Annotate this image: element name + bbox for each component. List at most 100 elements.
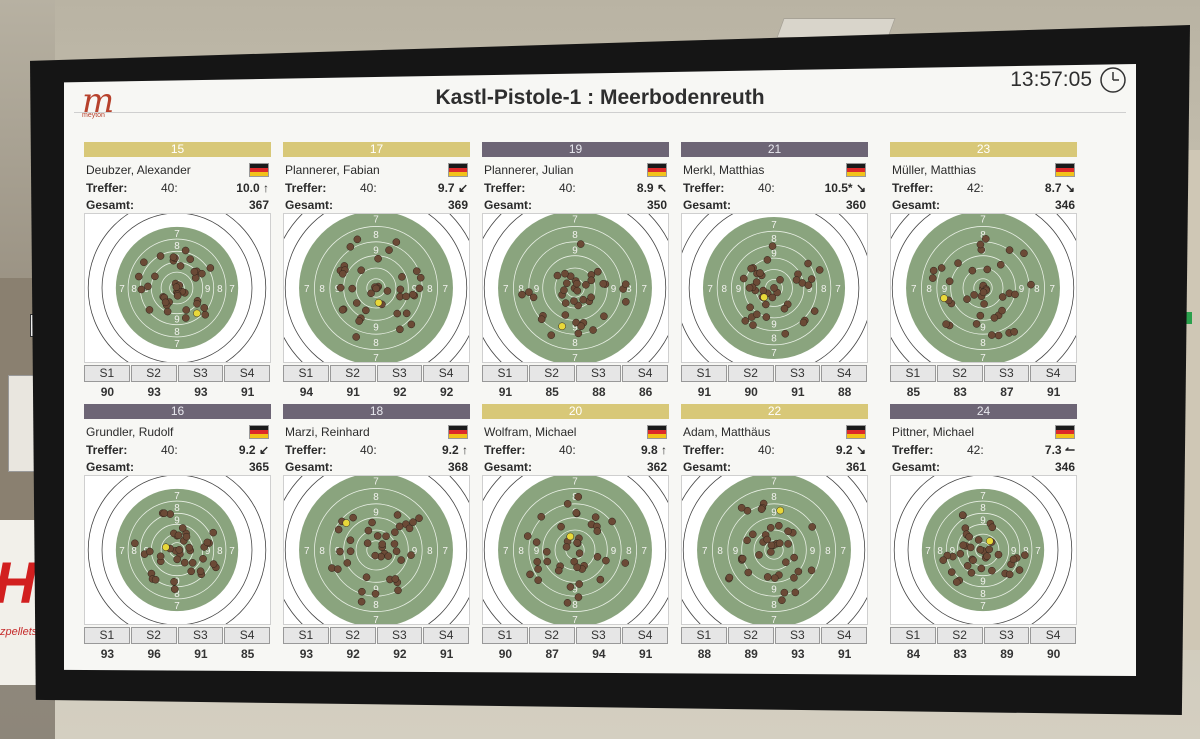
ring-number: 8 [771, 600, 777, 611]
shot-hole [395, 522, 404, 531]
series-value: 90 [498, 647, 513, 661]
series-label[interactable]: S2 [528, 365, 575, 382]
series-label[interactable]: S1 [681, 365, 727, 382]
series-value: 86 [638, 385, 653, 399]
series-value: 93 [194, 385, 208, 399]
shot-hole [1021, 551, 1029, 559]
series-label[interactable]: S3 [575, 627, 622, 644]
shooter-card[interactable]: 19 Plannerer, Julian Treffer: 40: 8.9 ↖ Gesam… [482, 142, 669, 400]
shooter-card[interactable]: 22 Adam, Matthäus Treffer: 40: 9.2 ↘ Gesamt: 3… [681, 404, 868, 662]
shot-count: 40: [360, 443, 377, 457]
shooter-card[interactable]: 16 Grundler, Rudolf Treffer: 40: 9.2 ↙ Gesamt… [84, 404, 271, 662]
series-value: 90 [744, 385, 758, 399]
series-label[interactable]: S4 [423, 627, 469, 644]
series-label[interactable]: S4 [622, 365, 668, 382]
ring-number: 9 [980, 515, 986, 526]
shooter-card[interactable]: 20 Wolfram, Michael Treffer: 40: 9.8 ↑ Gesamt… [482, 404, 669, 662]
target-ring [716, 230, 832, 346]
ring-number: 9 [736, 284, 742, 295]
last-shot-value: 10.5* ↘ [824, 181, 866, 195]
shot-count: 42: [967, 181, 984, 195]
shot-hole [807, 566, 816, 575]
series-label[interactable]: S2 [727, 365, 774, 382]
series-label[interactable]: S2 [936, 365, 983, 382]
series-label[interactable]: S1 [283, 365, 329, 382]
series-label[interactable]: S4 [1030, 365, 1076, 382]
shot-hole [562, 543, 571, 551]
series-label[interactable]: S1 [482, 365, 528, 382]
series-label[interactable]: S3 [177, 365, 224, 382]
last-shot-value: 8.7 ↘ [1044, 181, 1075, 195]
series-label[interactable]: S4 [1030, 627, 1076, 644]
shooter-card[interactable]: 17 Plannerer, Fabian Treffer: 40: 9.7 ↙ Gesam… [283, 142, 470, 400]
shot-hole [170, 577, 178, 586]
target-ring [712, 488, 836, 612]
ring-number: 7 [174, 491, 179, 502]
ring-number: 8 [717, 546, 723, 557]
series-label[interactable]: S1 [283, 627, 329, 644]
target-ring [764, 540, 784, 560]
shot-hole [622, 298, 630, 306]
series-label[interactable]: S4 [224, 365, 270, 382]
series-label[interactable]: S3 [177, 627, 224, 644]
ring-number: 7 [572, 615, 577, 625]
shot-hole [191, 274, 200, 282]
series-label[interactable]: S3 [376, 365, 423, 382]
shot-hole [140, 258, 148, 267]
series-label[interactable]: S2 [528, 627, 575, 644]
ring-number: 8 [131, 284, 137, 295]
shooter-card[interactable]: 21 Merkl, Matthias Treffer: 40: 10.5* ↘ Gesam… [681, 142, 868, 400]
shot-hole [384, 552, 393, 560]
series-label[interactable]: S4 [423, 365, 469, 382]
ring-number: 7 [642, 284, 647, 295]
series-label[interactable]: S1 [890, 627, 936, 644]
series-label[interactable]: S2 [936, 627, 983, 644]
series-label[interactable]: S1 [482, 627, 528, 644]
ring-number: 8 [1023, 546, 1029, 557]
series-label[interactable]: S3 [774, 627, 821, 644]
target-ring [483, 214, 667, 362]
series-label[interactable]: S1 [84, 365, 130, 382]
series-label[interactable]: S2 [727, 627, 774, 644]
shooter-card[interactable]: 23 Müller, Matthias Treffer: 42: 8.7 ↘ Gesamt… [890, 142, 1077, 400]
series-label[interactable]: S2 [130, 627, 177, 644]
series-label[interactable]: S2 [130, 365, 177, 382]
shot-hole [557, 522, 565, 531]
series-label[interactable]: S3 [774, 365, 821, 382]
shooter-card[interactable]: 15 Deubzer, Alexander Treffer: 40: 10.0 ↑ Ges… [84, 142, 271, 400]
shot-hole [160, 509, 168, 517]
series-label[interactable]: S3 [575, 365, 622, 382]
shot-hole [593, 553, 602, 561]
hits-label: Treffer: [892, 181, 934, 195]
series-label[interactable]: S2 [329, 627, 376, 644]
ring-number: 7 [503, 284, 508, 295]
shot-hole [334, 565, 342, 573]
series-label[interactable]: S3 [983, 627, 1030, 644]
shooter-card[interactable]: 24 Pittner, Michael Treffer: 42: 7.3 ↼ Gesamt… [890, 404, 1077, 662]
series-values: 85 83 87 91 [890, 384, 1077, 400]
ring-number: 7 [707, 284, 712, 295]
shot-hole [967, 568, 976, 577]
lane-number: 19 [482, 142, 669, 157]
shooter-card[interactable]: 18 Marzi, Reinhard Treffer: 40: 9.2 ↑ Gesamt:… [283, 404, 470, 662]
shot-hole [529, 293, 538, 302]
series-label[interactable]: S1 [84, 627, 130, 644]
banner-text: zpellets [0, 626, 38, 638]
series-label[interactable]: S3 [983, 365, 1030, 382]
total-score: 369 [447, 198, 468, 212]
series-label[interactable]: S1 [890, 365, 936, 382]
series-label[interactable]: S1 [681, 627, 727, 644]
series-label[interactable]: S4 [224, 627, 270, 644]
shot-hole [343, 559, 352, 567]
series-label[interactable]: S3 [376, 627, 423, 644]
lane-number: 18 [283, 404, 470, 419]
series-label[interactable]: S4 [622, 627, 668, 644]
series-label[interactable]: S4 [821, 365, 867, 382]
shot-hole [151, 272, 159, 281]
series-label[interactable]: S2 [329, 365, 376, 382]
ring-number: 8 [217, 546, 223, 557]
series-label[interactable]: S4 [821, 627, 867, 644]
last-shot-value: 10.0 ↑ [236, 181, 269, 195]
